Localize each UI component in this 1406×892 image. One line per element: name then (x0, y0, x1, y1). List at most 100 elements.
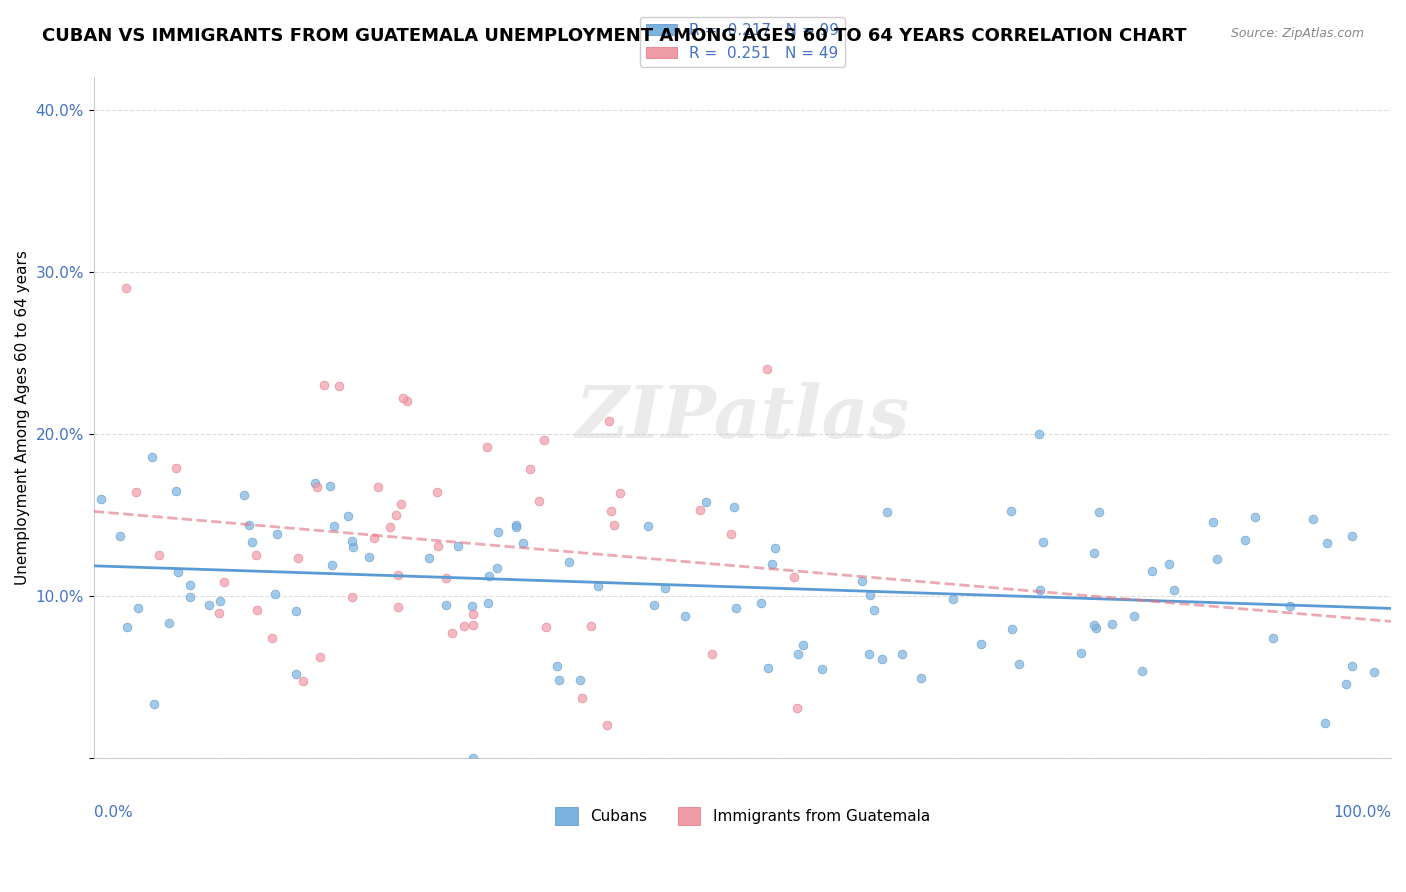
Point (90, 492, 112, 507)
Point (1032, 535, 1054, 549)
Point (695, 495, 717, 509)
Point (811, 662, 834, 676)
Point (599, 504, 621, 518)
Point (392, 391, 415, 405)
Point (461, 750, 484, 764)
Point (1313, 715, 1336, 730)
Point (505, 520, 527, 534)
Point (643, 598, 665, 612)
Point (579, 619, 602, 633)
Point (318, 479, 340, 493)
Point (568, 673, 591, 687)
Point (782, 570, 804, 584)
Point (858, 647, 880, 661)
Point (477, 596, 499, 610)
Point (418, 550, 440, 565)
Point (233, 488, 256, 502)
Text: 0.0%: 0.0% (94, 805, 132, 821)
Point (725, 601, 748, 615)
Point (910, 671, 932, 685)
Point (1206, 552, 1229, 566)
Point (321, 558, 343, 573)
Point (110, 529, 132, 543)
Point (876, 505, 898, 519)
Point (197, 598, 219, 612)
Text: Source: ZipAtlas.com: Source: ZipAtlas.com (1230, 27, 1364, 40)
Point (127, 601, 149, 615)
Point (654, 582, 676, 596)
Point (263, 587, 285, 601)
Point (1340, 659, 1362, 673)
Point (208, 606, 231, 620)
Point (758, 661, 780, 675)
Point (546, 658, 568, 673)
Point (1088, 505, 1111, 519)
Point (157, 616, 180, 631)
Point (1233, 533, 1256, 547)
Point (384, 508, 406, 522)
Point (749, 596, 772, 610)
Point (1083, 546, 1105, 560)
Point (125, 485, 148, 500)
Point (475, 440, 498, 454)
Point (1083, 618, 1105, 632)
Point (763, 541, 786, 555)
Point (1362, 665, 1385, 680)
Point (596, 718, 619, 732)
Point (165, 460, 187, 475)
Point (1316, 536, 1339, 550)
Point (179, 591, 201, 605)
Point (1263, 631, 1285, 645)
Point (141, 450, 163, 465)
Point (1336, 677, 1358, 691)
Point (342, 541, 364, 555)
Point (304, 476, 326, 491)
Point (1029, 583, 1052, 598)
Point (209, 594, 232, 608)
Point (287, 550, 309, 565)
Point (478, 568, 501, 582)
Point (262, 631, 284, 645)
Point (558, 555, 581, 569)
Text: CUBAN VS IMMIGRANTS FROM GUATEMALA UNEMPLOYMENT AMONG AGES 60 TO 64 YEARS CORREL: CUBAN VS IMMIGRANTS FROM GUATEMALA UNEMP… (42, 27, 1187, 45)
Point (292, 674, 315, 689)
Y-axis label: Unemployment Among Ages 60 to 64 years: Unemployment Among Ages 60 to 64 years (15, 250, 30, 585)
Point (792, 638, 814, 652)
Point (637, 518, 659, 533)
Point (700, 647, 723, 661)
Text: ZIPatlas: ZIPatlas (575, 382, 910, 453)
Point (486, 560, 509, 574)
Point (1243, 510, 1265, 524)
Point (165, 483, 187, 498)
Point (305, 480, 328, 494)
Point (673, 608, 696, 623)
Point (571, 691, 593, 706)
Point (246, 603, 269, 617)
Point (238, 518, 260, 533)
Point (891, 648, 914, 662)
Point (1163, 582, 1185, 597)
Point (970, 636, 993, 650)
Point (1132, 665, 1154, 679)
Point (148, 548, 170, 562)
Point (367, 480, 389, 494)
Point (463, 607, 485, 621)
Point (598, 414, 620, 428)
Point (266, 526, 288, 541)
Point (340, 590, 363, 604)
Point (1084, 621, 1107, 635)
Point (389, 497, 412, 511)
Point (603, 518, 626, 533)
Point (486, 524, 509, 539)
Point (434, 571, 457, 585)
Point (359, 550, 381, 565)
Point (1001, 622, 1024, 636)
Point (240, 535, 263, 549)
Point (870, 652, 893, 666)
Point (1123, 609, 1146, 624)
Point (1000, 503, 1022, 517)
Point (536, 620, 558, 634)
Point (505, 518, 527, 533)
Point (786, 647, 808, 661)
Point (426, 485, 449, 500)
